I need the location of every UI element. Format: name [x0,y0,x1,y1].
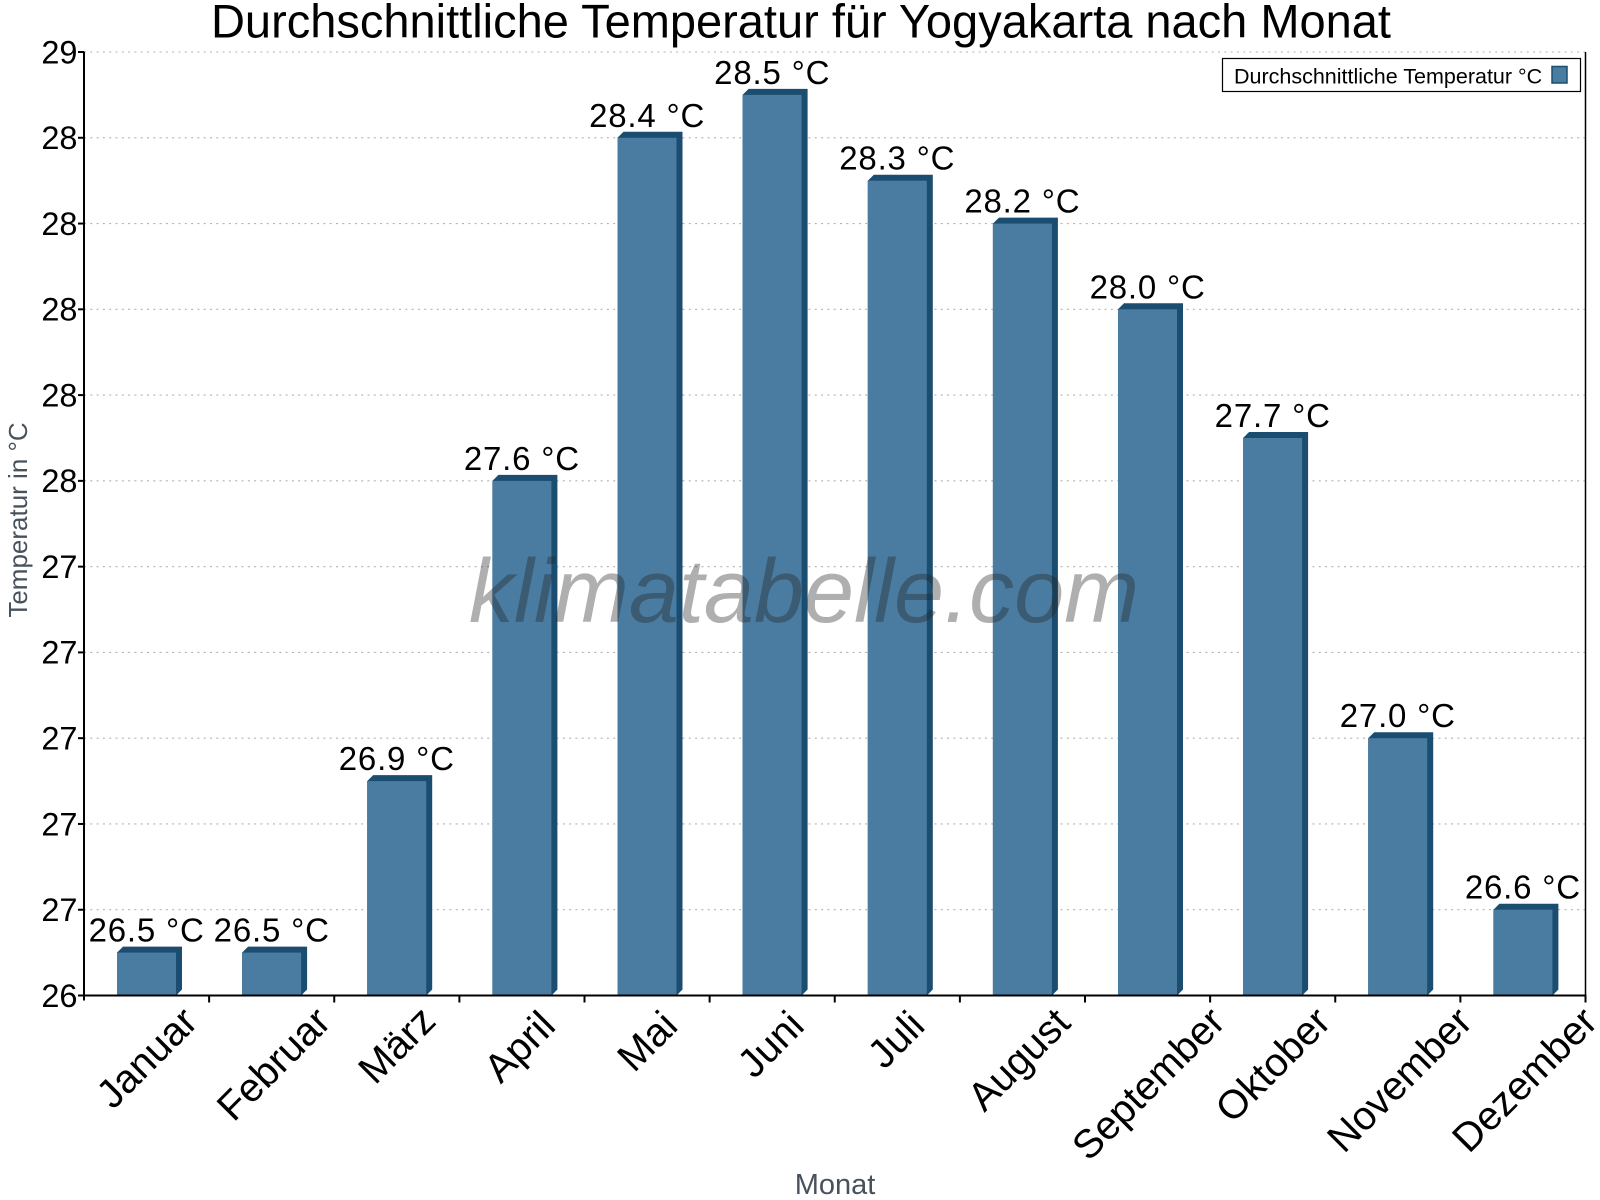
svg-text:27: 27 [41,892,77,928]
svg-text:Durchschnittliche Temperatur °: Durchschnittliche Temperatur °C [1234,65,1542,89]
svg-text:26: 26 [41,978,77,1014]
svg-text:27: 27 [41,720,77,756]
svg-text:26.6 °C: 26.6 °C [1465,869,1581,906]
svg-text:28.5 °C: 28.5 °C [714,54,830,91]
svg-text:26.5 °C: 26.5 °C [89,912,205,949]
svg-text:28: 28 [41,463,77,499]
svg-text:27: 27 [41,635,77,671]
svg-text:klimatabelle.com: klimatabelle.com [469,542,1139,642]
svg-text:28.4 °C: 28.4 °C [589,97,705,134]
svg-text:29: 29 [41,34,77,70]
svg-text:27: 27 [41,806,77,842]
svg-text:27: 27 [41,549,77,585]
svg-text:28.2 °C: 28.2 °C [964,183,1080,220]
svg-text:27.7 °C: 27.7 °C [1215,397,1331,434]
svg-text:Durchschnittliche Temperatur f: Durchschnittliche Temperatur für Yogyaka… [211,0,1391,47]
svg-text:Temperatur in °C: Temperatur in °C [3,422,33,617]
svg-text:28: 28 [41,206,77,242]
svg-text:27.0 °C: 27.0 °C [1340,697,1456,734]
svg-text:28: 28 [41,292,77,328]
svg-text:26.5 °C: 26.5 °C [214,912,330,949]
svg-text:26.9 °C: 26.9 °C [339,740,455,777]
svg-text:28.3 °C: 28.3 °C [839,140,955,177]
svg-text:28.0 °C: 28.0 °C [1090,268,1206,305]
svg-text:27.6 °C: 27.6 °C [464,440,580,477]
svg-text:28: 28 [41,377,77,413]
svg-text:Monat: Monat [795,1169,876,1200]
svg-text:28: 28 [41,120,77,156]
